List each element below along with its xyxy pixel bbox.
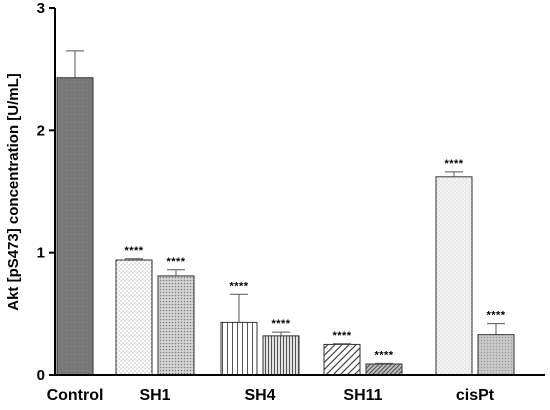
bar-sh1-1 <box>115 259 153 376</box>
significance-label: **** <box>271 318 290 330</box>
bar-control-1 <box>56 77 94 376</box>
y-tick-label: 2 <box>37 122 45 139</box>
significance-label: **** <box>374 349 393 361</box>
significance-label: **** <box>486 310 505 322</box>
bar-sh4-1 <box>220 321 258 376</box>
bar-sh4-2 <box>262 335 300 376</box>
bars-layer <box>56 50 515 376</box>
x-tick-label: SH1 <box>139 387 170 404</box>
significance-label: **** <box>332 330 351 342</box>
bar-sh11-2 <box>365 363 403 376</box>
y-axis-label: Akt [pS473] concentration [U/mL] <box>5 73 22 311</box>
y-tick-label: 1 <box>37 245 45 262</box>
x-tick-label: cisPt <box>456 387 495 404</box>
x-tick-label: Control <box>47 387 104 404</box>
significance-label: **** <box>124 245 143 257</box>
bar-sh11-1 <box>323 343 361 376</box>
labels-layer: Control **** **** SH1 **** **** SH4 **** **** SH1… <box>37 0 506 404</box>
significance-label: **** <box>444 158 463 170</box>
x-tick-label: SH4 <box>244 387 275 404</box>
y-tick-label: 3 <box>37 0 45 17</box>
bar-cispt-1 <box>435 176 473 376</box>
significance-label: **** <box>229 280 248 292</box>
y-tick-label: 0 <box>37 367 45 384</box>
significance-label: **** <box>166 256 185 268</box>
x-tick-label: SH11 <box>343 387 382 404</box>
axes-layer <box>49 7 545 376</box>
bar-sh1-2 <box>157 275 195 376</box>
bar-cispt-2 <box>477 334 515 376</box>
